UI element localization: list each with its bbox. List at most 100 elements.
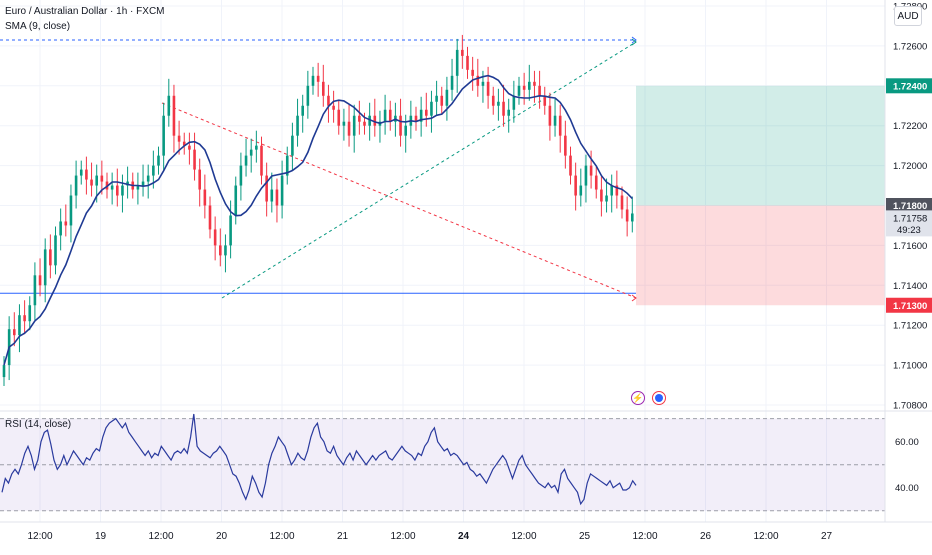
take-profit-zone[interactable] xyxy=(636,85,885,206)
candle xyxy=(121,185,124,196)
candle xyxy=(270,189,274,202)
candle xyxy=(239,165,243,186)
candle xyxy=(146,175,150,182)
time-tick-label: 12:00 xyxy=(148,531,173,542)
candle xyxy=(157,155,160,166)
price-axis[interactable]: 1.728001.726001.724001.722001.720001.718… xyxy=(893,2,927,495)
arrow-head xyxy=(631,294,637,302)
candle xyxy=(625,209,629,222)
candle xyxy=(136,185,140,190)
candle xyxy=(337,109,341,126)
candle xyxy=(332,105,335,110)
candle xyxy=(316,75,320,82)
candle xyxy=(502,101,505,116)
candle xyxy=(584,165,588,186)
candle xyxy=(615,185,619,196)
symbol-title[interactable]: Euro / Australian Dollar · 1h · FXCM xyxy=(5,6,165,17)
time-tick-label: 21 xyxy=(337,531,349,542)
calendar-event-icon[interactable] xyxy=(652,391,666,405)
currency-button[interactable]: AUD xyxy=(894,6,922,26)
price-tick-label: 1.72200 xyxy=(893,121,927,132)
lightning-icon[interactable]: ⚡ xyxy=(631,391,645,405)
candle xyxy=(461,49,464,56)
candle xyxy=(203,189,207,206)
candle xyxy=(188,145,191,150)
arrow-head xyxy=(631,36,637,44)
price-tick-label: 1.71200 xyxy=(893,321,927,332)
candle xyxy=(450,75,454,90)
candle xyxy=(23,315,26,322)
time-tick-label: 25 xyxy=(579,531,591,542)
sma-legend[interactable]: SMA (9, close) xyxy=(5,21,71,32)
stop-loss-zone[interactable] xyxy=(636,205,885,306)
candle xyxy=(162,115,165,156)
candle xyxy=(517,85,521,96)
candle xyxy=(275,189,279,206)
rsi-legend[interactable]: RSI (14, close) xyxy=(5,419,72,430)
candle xyxy=(90,179,93,186)
candle xyxy=(491,95,495,106)
candle xyxy=(74,175,78,196)
candle xyxy=(33,275,37,306)
price-tick-label: 1.72000 xyxy=(893,161,927,172)
time-tick-label: 27 xyxy=(821,531,833,542)
price-tick-label: 1.72600 xyxy=(893,41,927,52)
candle xyxy=(388,109,392,122)
candle xyxy=(476,75,480,86)
candle xyxy=(280,175,284,206)
drawings[interactable] xyxy=(0,36,637,302)
candle xyxy=(600,189,603,202)
candle xyxy=(419,109,423,122)
price-label: 1.72400 xyxy=(893,81,927,92)
candle xyxy=(208,205,212,230)
candle xyxy=(425,109,428,116)
candle xyxy=(234,185,238,216)
candle xyxy=(249,149,253,156)
price-label-bg xyxy=(886,210,932,237)
countdown-label: 49:23 xyxy=(897,225,921,236)
price-label-bg xyxy=(886,78,932,94)
candle xyxy=(383,109,387,122)
arrow-head xyxy=(631,38,637,46)
candle xyxy=(533,81,536,86)
candle xyxy=(363,121,366,126)
candle xyxy=(49,249,52,266)
candle xyxy=(54,235,57,266)
candle xyxy=(569,155,572,176)
time-tick-label: 12:00 xyxy=(511,531,536,542)
candle xyxy=(414,115,418,122)
candle xyxy=(172,95,176,136)
candle xyxy=(347,121,351,136)
candle xyxy=(85,169,88,180)
candle xyxy=(43,249,47,286)
price-tick-label: 1.71400 xyxy=(893,281,927,292)
candle xyxy=(13,329,16,336)
candle xyxy=(229,215,232,246)
green-trend-line xyxy=(221,41,637,299)
candle xyxy=(193,149,196,170)
candle xyxy=(507,109,510,116)
candle xyxy=(95,175,98,186)
candle xyxy=(213,229,217,246)
candle xyxy=(260,145,263,176)
candle xyxy=(620,195,624,210)
candle xyxy=(224,245,227,256)
candle xyxy=(285,155,289,176)
candle xyxy=(2,365,6,378)
candle xyxy=(38,275,42,286)
price-tick-label: 1.70800 xyxy=(893,401,927,412)
time-tick-label: 26 xyxy=(700,531,712,542)
candle xyxy=(610,185,613,196)
time-tick-label: 12:00 xyxy=(27,531,52,542)
rsi-line xyxy=(1,413,637,506)
price-tick-label: 1.71000 xyxy=(893,361,927,372)
candle xyxy=(574,175,577,196)
time-axis[interactable]: 12:00 19 12:00 20 12:00 21 12:00 24 12:00 25 12:00… xyxy=(27,531,832,542)
rsi-pane xyxy=(0,413,885,512)
candle xyxy=(59,221,62,236)
candle xyxy=(291,135,294,156)
red-trend-line xyxy=(161,102,637,299)
